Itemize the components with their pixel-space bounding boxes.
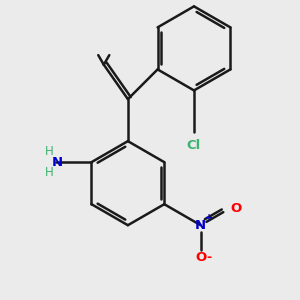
Text: H: H (45, 166, 53, 179)
Text: O: O (195, 251, 206, 264)
Text: -: - (206, 251, 211, 264)
Text: N: N (51, 156, 62, 169)
Text: H: H (45, 145, 53, 158)
Text: +: + (205, 213, 213, 223)
Text: N: N (195, 219, 206, 232)
Text: O: O (230, 202, 241, 215)
Text: Cl: Cl (187, 139, 201, 152)
